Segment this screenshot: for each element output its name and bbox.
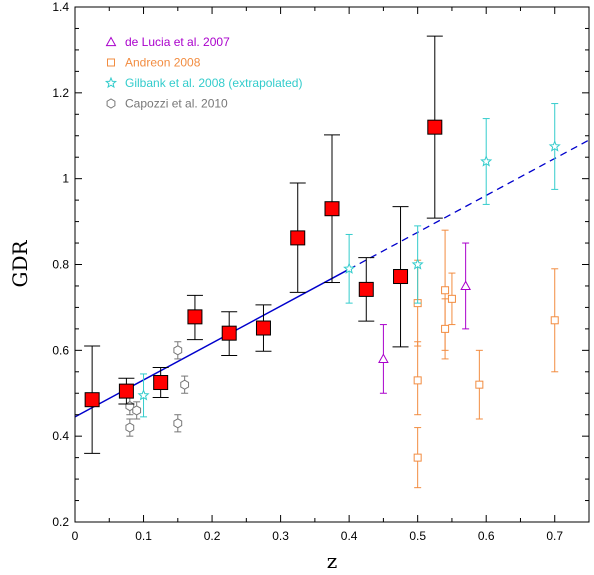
andreon-2008-point	[413, 376, 422, 385]
gilbank-et-al-2008-extrapolated-point	[548, 140, 561, 152]
gilbank-et-al-2008-extrapolated-legend-label: Gilbank et al. 2008 (extrapolated)	[125, 76, 302, 90]
andreon-2008-legend-label: Andreon 2008	[125, 56, 201, 70]
legend: de Lucia et al. 2007 Andreon 2008 Gilbank …	[104, 35, 302, 111]
gilbank-et-al-2008-extrapolated-point	[411, 258, 424, 270]
main-data-point	[427, 119, 443, 135]
main-data-point	[358, 281, 374, 297]
main-data-point	[324, 201, 340, 217]
x-tick-label: 0.7	[546, 529, 563, 543]
main-data-point	[221, 325, 237, 341]
capozzi-et-al-2010-point	[180, 379, 190, 390]
legend-item-gilbank-et-al-2008-extrapolated: Gilbank et al. 2008 (extrapolated)	[104, 76, 302, 90]
de-lucia-et-al-2007-legend-marker	[105, 36, 117, 47]
y-tick-label: 0.2	[52, 515, 69, 529]
capozzi-et-al-2010-point	[173, 418, 183, 429]
andreon-2008-point	[475, 380, 484, 389]
capozzi-et-al-2010-point	[132, 405, 142, 416]
fit-line-dashed	[348, 139, 590, 270]
x-tick-label: 0.2	[204, 529, 221, 543]
legend-item-capozzi-et-al-2010: Capozzi et al. 2010	[106, 97, 228, 111]
de-lucia-et-al-2007-point	[378, 353, 389, 364]
main-data-point	[393, 269, 409, 285]
de-lucia-et-al-2007-series	[378, 242, 471, 394]
gilbank-et-al-2008-extrapolated-point	[480, 155, 493, 167]
y-tick-label: 1.4	[52, 0, 69, 14]
gilbank-et-al-2008-extrapolated-point	[137, 389, 150, 401]
main-data-point	[187, 309, 203, 325]
y-tick-label: 0.8	[52, 258, 69, 272]
legend-item-de-lucia-et-al-2007: de Lucia et al. 2007	[105, 35, 230, 49]
x-tick-label: 0.6	[478, 529, 495, 543]
de-lucia-et-al-2007-legend-label: de Lucia et al. 2007	[125, 35, 230, 49]
andreon-2008-point	[441, 286, 450, 295]
main-data-series	[84, 35, 443, 454]
axis-ticks: 0 0.1 0.2 0.3 0.4 0.5 0.6 0.7 0.2 0.4 0.6 0.8 1 1.2 1.…	[52, 0, 590, 543]
andreon-2008-point	[550, 316, 559, 325]
andreon-2008-point	[441, 324, 450, 333]
y-tick-label: 0.4	[52, 429, 69, 443]
main-data-point	[84, 392, 100, 408]
y-tick-label: 1.2	[52, 86, 69, 100]
gilbank-et-al-2008-extrapolated-legend-marker	[104, 76, 118, 89]
main-data-point	[118, 383, 134, 399]
x-axis-title: z	[327, 549, 338, 573]
gilbank-et-al-2008-extrapolated-series	[137, 103, 561, 418]
plot-content	[74, 35, 590, 489]
y-axis-title: GDR	[8, 240, 32, 288]
de-lucia-et-al-2007-point	[460, 280, 471, 291]
andreon-2008-point	[413, 453, 422, 462]
x-tick-label: 0	[72, 529, 79, 543]
andreon-2008-legend-marker	[107, 58, 115, 67]
main-data-point	[153, 375, 169, 391]
y-tick-label: 0.6	[52, 343, 69, 357]
x-tick-label: 0.1	[135, 529, 152, 543]
capozzi-et-al-2010-legend-marker	[106, 98, 116, 109]
andreon-2008-point	[447, 294, 456, 303]
x-tick-label: 0.4	[341, 529, 358, 543]
legend-item-andreon-2008: Andreon 2008	[107, 56, 201, 70]
main-data-point	[290, 230, 306, 246]
capozzi-et-al-2010-point	[125, 422, 135, 433]
x-tick-label: 0.5	[409, 529, 426, 543]
main-data-point	[255, 320, 271, 336]
x-tick-label: 0.3	[272, 529, 289, 543]
gilbank-et-al-2008-extrapolated-point	[343, 262, 356, 274]
y-tick-label: 1	[62, 172, 69, 186]
capozzi-et-al-2010-legend-label: Capozzi et al. 2010	[125, 97, 228, 111]
capozzi-et-al-2010-point	[173, 345, 183, 356]
